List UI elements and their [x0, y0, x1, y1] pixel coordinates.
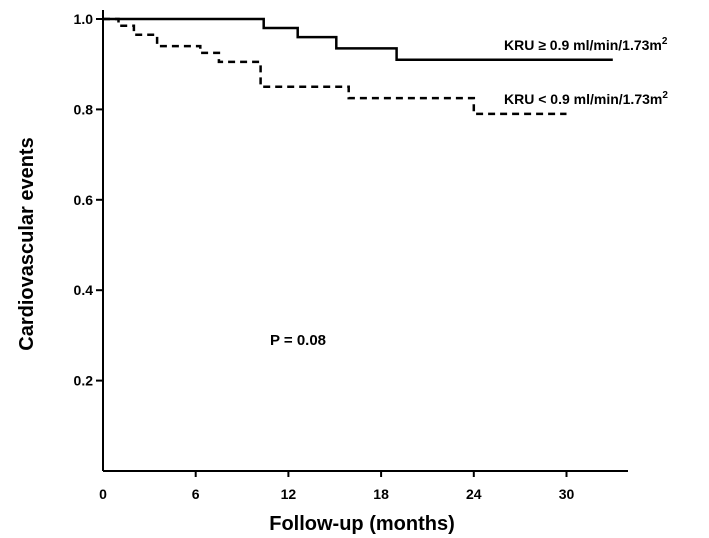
- axes: [96, 10, 628, 477]
- x-tick-label: 18: [373, 486, 389, 502]
- series-line-kru-low: [103, 17, 567, 116]
- y-tick-label: 0.8: [74, 101, 94, 117]
- tick-labels: 0 6 12 18 24 30 0.2 0.4 0.6 0.8 1.0: [74, 11, 575, 502]
- x-tick-label: 6: [192, 486, 200, 502]
- x-tick-label: 0: [99, 486, 107, 502]
- x-tick-label: 24: [466, 486, 482, 502]
- y-tick-label: 0.4: [74, 282, 94, 298]
- x-tick-label: 12: [281, 486, 297, 502]
- legend-label-kru-high: KRU ≥ 0.9 ml/min/1.73m2: [504, 36, 668, 53]
- y-tick-label: 0.6: [74, 192, 94, 208]
- legend-label-kru-low: KRU < 0.9 ml/min/1.73m2: [504, 90, 668, 107]
- x-tick-label: 30: [559, 486, 575, 502]
- y-tick-label: 1.0: [74, 11, 94, 27]
- x-axis-title: Follow-up (months): [269, 513, 455, 535]
- y-axis-title: Cardiovascular events: [16, 137, 38, 350]
- y-tick-label: 0.2: [74, 373, 94, 389]
- series-line-kru-high: [103, 17, 613, 61]
- p-value-annotation: P = 0.08: [270, 332, 326, 349]
- plot-lines: [103, 17, 613, 116]
